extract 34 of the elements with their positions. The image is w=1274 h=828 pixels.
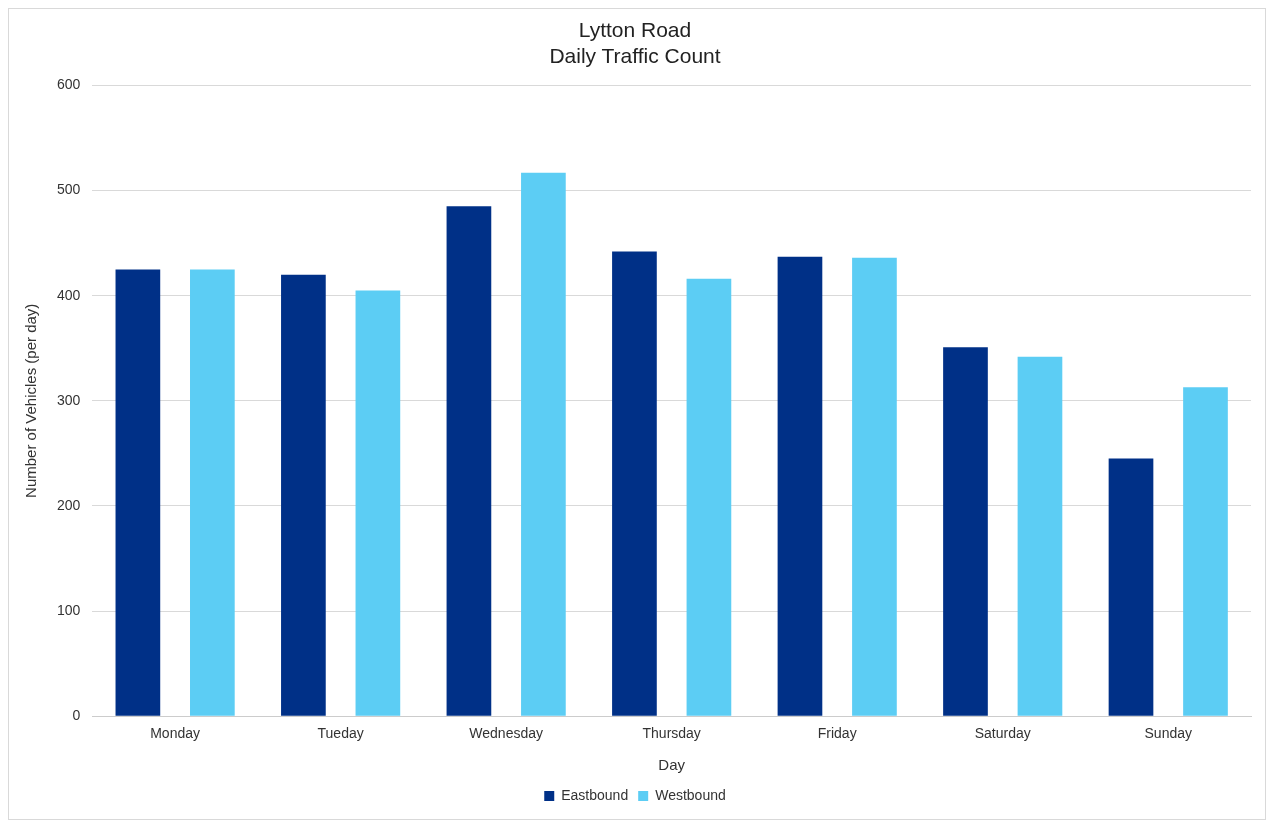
x-tick-label: Tueday [317, 725, 364, 742]
bar [1017, 356, 1063, 716]
bar [521, 172, 566, 716]
y-tick-label: 600 [57, 76, 81, 93]
x-tick-label: Thursday [642, 725, 701, 742]
x-axis-title: Day [658, 756, 686, 774]
bar [852, 257, 897, 716]
bar [686, 278, 732, 716]
bar [943, 347, 988, 716]
text: Daily Traffic Count [549, 43, 721, 67]
bar [355, 290, 401, 716]
bar [1108, 458, 1154, 716]
x-tick-label: Monday [150, 725, 201, 742]
x-tick-label: Sunday [1144, 725, 1192, 742]
legend-label: Eastbound [561, 786, 629, 803]
x-tick-label: Wednesday [469, 725, 543, 742]
bar [612, 251, 657, 716]
y-tick-label: 100 [57, 601, 81, 618]
bar [1183, 387, 1228, 716]
bar [446, 206, 492, 716]
x-tick-label: Friday [817, 725, 857, 742]
y-tick-label: 0 [72, 707, 81, 724]
bar [777, 256, 823, 716]
bar [281, 274, 326, 716]
y-tick-label: 300 [57, 391, 81, 408]
y-tick-label: 200 [57, 496, 81, 513]
text: Lytton Road [578, 18, 692, 42]
bar [190, 269, 235, 716]
legend-label: Westbound [655, 786, 726, 803]
x-tick-label: Saturday [974, 725, 1031, 742]
y-tick-label: 500 [57, 181, 81, 198]
y-tick-label: 400 [57, 286, 81, 303]
y-axis-title: Number of Vehicles (per day) [22, 303, 40, 498]
bar [115, 269, 161, 716]
